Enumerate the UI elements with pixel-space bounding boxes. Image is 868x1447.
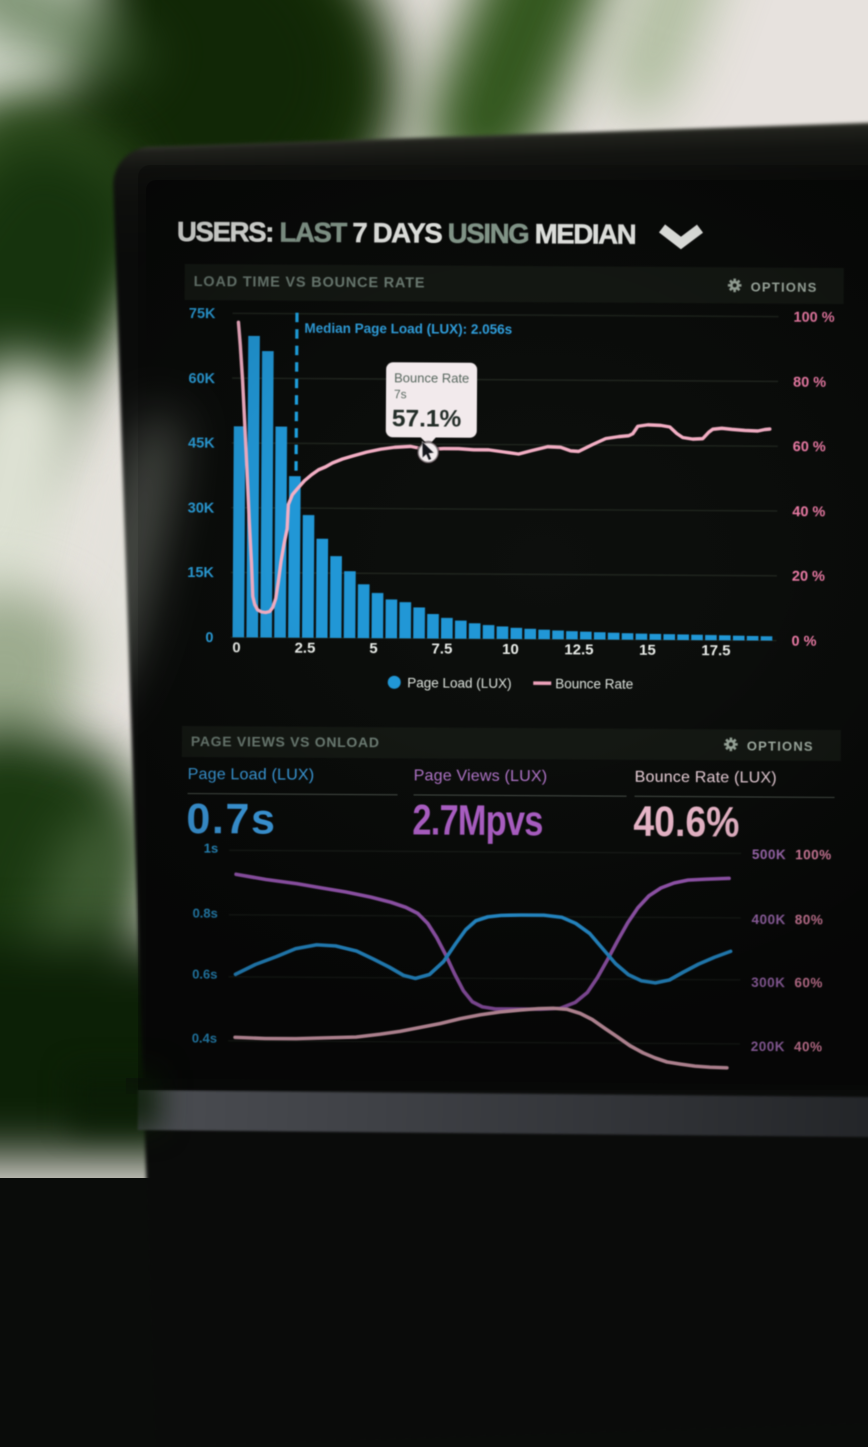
svg-text:300K: 300K (751, 975, 785, 990)
svg-text:60%: 60% (794, 975, 823, 990)
svg-text:100 %: 100 % (793, 310, 834, 326)
svg-text:60K: 60K (188, 371, 215, 387)
svg-text:45K: 45K (188, 436, 215, 452)
svg-text:2.5: 2.5 (294, 640, 315, 657)
svg-text:Bounce Rate: Bounce Rate (555, 676, 633, 691)
svg-text:7.5: 7.5 (431, 641, 452, 658)
svg-text:100%: 100% (795, 847, 832, 862)
svg-text:Bounce Rate: Bounce Rate (394, 370, 469, 385)
svg-text:15K: 15K (187, 565, 214, 581)
svg-text:0: 0 (232, 639, 240, 656)
svg-text:60 %: 60 % (793, 439, 826, 455)
svg-text:7s: 7s (394, 387, 407, 401)
svg-text:12.5: 12.5 (564, 641, 593, 658)
svg-text:57.1%: 57.1% (392, 405, 462, 432)
svg-text:17.5: 17.5 (701, 642, 730, 659)
svg-text:200K: 200K (751, 1039, 785, 1054)
svg-text:75K: 75K (189, 306, 216, 322)
svg-text:0: 0 (205, 630, 213, 646)
svg-text:40%: 40% (794, 1039, 823, 1054)
svg-text:500K: 500K (752, 847, 786, 862)
svg-text:80 %: 80 % (793, 375, 826, 391)
svg-text:0.6s: 0.6s (192, 967, 217, 982)
svg-text:15: 15 (639, 642, 656, 659)
svg-text:20 %: 20 % (792, 569, 825, 585)
svg-text:0.4s: 0.4s (192, 1031, 217, 1046)
svg-text:0 %: 0 % (791, 634, 816, 650)
svg-text:Median Page Load (LUX): 2.056s: Median Page Load (LUX): 2.056s (304, 321, 512, 337)
svg-text:30K: 30K (188, 500, 215, 516)
svg-text:0.8s: 0.8s (192, 906, 217, 921)
svg-text:10: 10 (502, 641, 519, 658)
svg-text:Page Load (LUX): Page Load (LUX) (407, 675, 511, 691)
svg-text:5: 5 (369, 640, 377, 657)
svg-text:400K: 400K (751, 912, 785, 927)
svg-text:1s: 1s (204, 841, 219, 856)
svg-text:40 %: 40 % (792, 504, 825, 520)
svg-text:80%: 80% (795, 912, 824, 927)
